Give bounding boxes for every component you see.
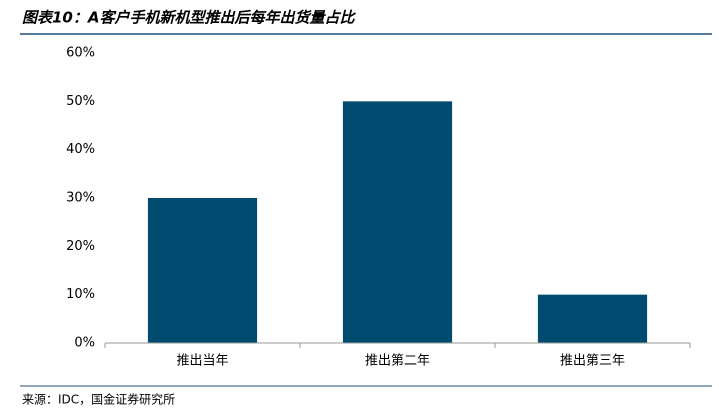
x-tick-label: 推出第三年 (560, 354, 625, 369)
x-tick-label: 推出当年 (176, 354, 228, 369)
y-tick-label: 60% (66, 46, 95, 61)
source: 来源：IDC，国金证券研究所 (22, 392, 175, 407)
y-tick-label: 0% (74, 336, 95, 351)
bar (147, 198, 258, 343)
x-tick-label: 推出第二年 (365, 354, 430, 369)
bar (537, 294, 648, 343)
y-tick-label: 40% (66, 142, 95, 157)
chart-title: 图表10：A客户手机新机型推出后每年出货量占比 (22, 9, 356, 27)
y-tick-label: 20% (66, 239, 95, 254)
y-tick-label: 30% (66, 191, 95, 206)
y-tick-label: 50% (66, 94, 95, 109)
y-tick-label: 10% (66, 287, 95, 302)
bar (342, 101, 453, 343)
